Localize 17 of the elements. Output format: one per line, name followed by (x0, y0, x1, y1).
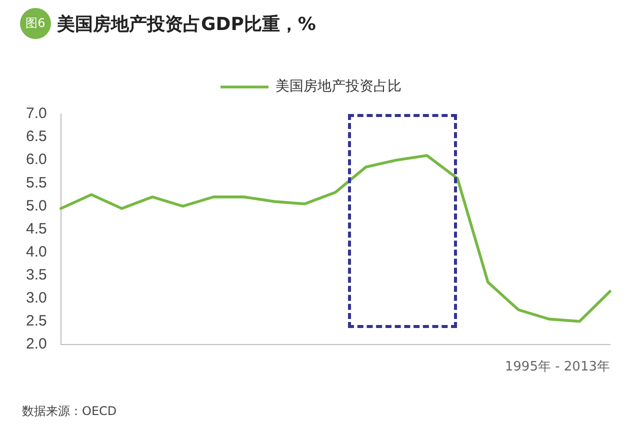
source-note: 数据来源：OECD (22, 403, 117, 420)
y-tick-label: 7.0 (26, 105, 47, 122)
badge-circle: 图6 (20, 8, 51, 39)
y-tick-label: 5.5 (26, 174, 47, 192)
y-tick-label: 3.0 (26, 289, 47, 306)
y-tick-label: 2.0 (26, 336, 47, 353)
y-tick-label: 6.5 (26, 128, 47, 146)
chart-title: 美国房地产投资占GDP比重，% (57, 13, 316, 36)
legend-label: 美国房地产投资占比 (276, 78, 402, 95)
y-tick-label: 6.0 (26, 151, 47, 168)
x-axis-title: 1995年 - 2013年 (504, 360, 610, 375)
y-tick-label: 5.0 (26, 197, 47, 214)
y-tick-label: 4.5 (26, 220, 47, 238)
caption: 图6 (26, 15, 46, 32)
y-tick-label: 4.0 (26, 243, 47, 260)
y-tick-label: 3.5 (26, 266, 47, 284)
y-tick-label: 2.5 (26, 312, 47, 330)
